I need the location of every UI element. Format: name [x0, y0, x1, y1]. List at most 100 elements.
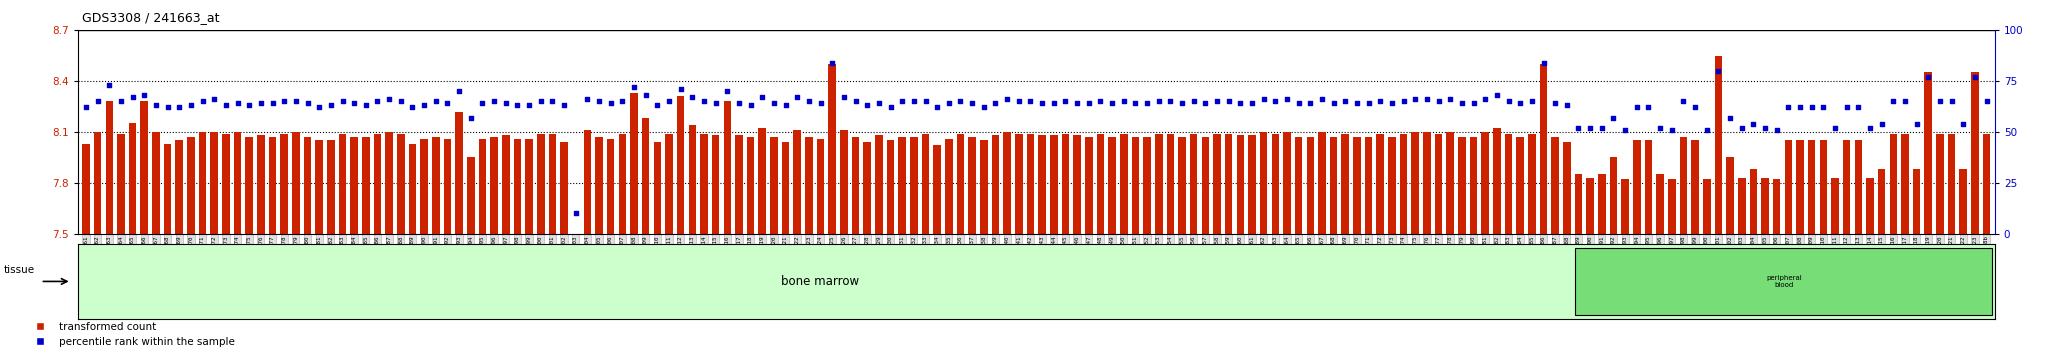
Point — [688, 98, 721, 104]
Point — [1073, 101, 1106, 106]
Point — [1913, 74, 1946, 80]
Point — [629, 92, 662, 98]
Point — [360, 98, 393, 104]
Point — [653, 98, 686, 104]
Point — [815, 60, 848, 65]
Bar — [1540, 64, 1548, 234]
Point — [164, 104, 197, 110]
Bar — [829, 64, 836, 234]
Bar — [1563, 142, 1571, 234]
Bar — [489, 137, 498, 234]
Point — [1679, 104, 1712, 110]
Point — [1165, 101, 1198, 106]
Point — [1411, 96, 1444, 102]
Bar — [1061, 133, 1069, 234]
Bar — [641, 118, 649, 234]
Bar — [432, 137, 440, 234]
Point — [887, 98, 920, 104]
Bar — [1575, 174, 1583, 234]
Point — [1528, 60, 1561, 65]
Bar — [1808, 140, 1815, 234]
Point — [221, 101, 254, 106]
Point — [1014, 98, 1047, 104]
Bar — [840, 130, 848, 234]
Bar — [1901, 133, 1909, 234]
Point — [174, 103, 207, 108]
Point — [1958, 74, 1991, 80]
Bar — [1085, 137, 1092, 234]
Point — [467, 101, 500, 106]
Point — [571, 96, 604, 102]
Bar — [991, 135, 999, 234]
Bar — [199, 132, 207, 234]
Bar — [922, 133, 930, 234]
Point — [805, 101, 838, 106]
Point — [1516, 98, 1548, 104]
Bar — [1073, 135, 1081, 234]
Point — [1714, 115, 1747, 120]
Bar — [338, 133, 346, 234]
Point — [956, 101, 989, 106]
Point — [606, 98, 639, 104]
Bar — [152, 132, 160, 234]
Text: tissue: tissue — [4, 265, 35, 275]
Bar — [1016, 133, 1022, 234]
Point — [1784, 104, 1817, 110]
Bar — [1970, 73, 1978, 234]
Bar — [1739, 178, 1745, 234]
Bar — [211, 132, 217, 234]
Point — [1876, 98, 1909, 104]
Point — [1645, 125, 1677, 131]
Bar — [479, 139, 485, 234]
Point — [897, 98, 930, 104]
Bar — [1202, 137, 1208, 234]
Point — [1421, 98, 1454, 104]
Point — [1038, 101, 1071, 106]
Bar — [1982, 133, 1991, 234]
Point — [1282, 101, 1315, 106]
Point — [1493, 98, 1526, 104]
Point — [291, 101, 324, 106]
Bar — [385, 132, 393, 234]
Point — [199, 96, 231, 102]
Bar — [1632, 140, 1640, 234]
Bar — [233, 132, 242, 234]
Bar — [981, 140, 987, 234]
Bar — [524, 139, 532, 234]
Bar — [758, 129, 766, 234]
Point — [1667, 98, 1700, 104]
Bar — [373, 133, 381, 234]
Bar — [1294, 137, 1303, 234]
Bar — [1516, 137, 1524, 234]
Point — [139, 103, 172, 108]
Bar — [1704, 179, 1710, 234]
Point — [1948, 121, 1980, 126]
Point — [1235, 101, 1268, 106]
Bar — [1329, 137, 1337, 234]
Bar — [514, 139, 520, 234]
Bar — [1096, 133, 1104, 234]
Bar — [1657, 174, 1663, 234]
Point — [1655, 127, 1688, 133]
Bar — [315, 140, 324, 234]
Point — [1270, 96, 1303, 102]
Bar — [1866, 178, 1874, 234]
Point — [395, 104, 428, 110]
Bar — [1935, 133, 1944, 234]
Bar — [956, 133, 965, 234]
Bar — [549, 133, 557, 234]
Point — [1317, 101, 1350, 106]
Point — [1702, 68, 1735, 74]
Bar — [455, 112, 463, 234]
Point — [874, 104, 907, 110]
Point — [1352, 101, 1384, 106]
Bar — [793, 130, 801, 234]
Point — [455, 115, 487, 120]
Bar — [1587, 178, 1593, 234]
Bar — [1784, 140, 1792, 234]
Bar — [1645, 140, 1653, 234]
Bar — [1819, 140, 1827, 234]
Point — [1026, 101, 1059, 106]
Bar — [1436, 133, 1442, 234]
Bar — [1364, 137, 1372, 234]
